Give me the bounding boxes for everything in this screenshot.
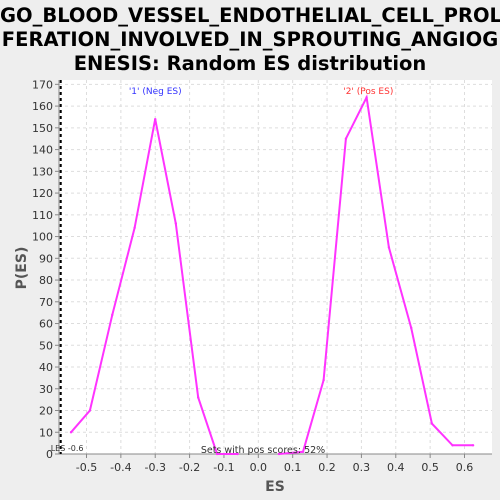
grid — [59, 80, 492, 455]
y-tick-label: 80 — [39, 274, 53, 287]
y-tick-label: 10 — [39, 426, 53, 439]
y-tick-label: 60 — [39, 318, 53, 331]
x-tick-label: 0.5 — [421, 461, 439, 474]
data-point — [344, 137, 348, 140]
data-point — [322, 378, 325, 382]
les-marker-label: LES -0.6 — [51, 444, 84, 453]
data-point — [196, 396, 200, 399]
title-line-2: FERATION_INVOLVED_IN_SPROUTING_ANGIOG — [1, 28, 499, 51]
data-point — [365, 96, 368, 99]
x-tick-label: 0.3 — [353, 461, 371, 474]
data-point — [69, 431, 73, 434]
y-tick-label: 50 — [39, 339, 53, 352]
chart-title: GO_BLOOD_VESSEL_ENDOTHELIAL_CELL_PROLI F… — [0, 4, 500, 76]
y-tick-label: 150 — [32, 122, 53, 135]
labels-layer: LES -0.6 '1' (Neg ES) '2' (Pos ES) Sets wit… — [51, 87, 394, 456]
data-point — [215, 452, 219, 456]
y-tick-label: 20 — [39, 405, 53, 418]
x-tick-label: -0.4 — [110, 461, 131, 474]
y-tick-label: 0 — [46, 448, 53, 461]
y-tick-label: 110 — [32, 209, 53, 222]
y-tick-label: 70 — [39, 296, 53, 309]
data-point — [387, 246, 391, 249]
y-tick-label: 160 — [32, 100, 53, 113]
data-point — [277, 452, 281, 456]
data-point — [111, 313, 114, 317]
x-tick-label: 0.6 — [456, 461, 474, 474]
y-tick-label: 170 — [32, 78, 53, 91]
axes: 0 10 20 30 40 50 60 70 80 90 100 110 120 130 140 150 160… — [32, 78, 492, 474]
data-point — [133, 226, 136, 230]
data-point — [410, 326, 413, 330]
y-tick-label: 90 — [39, 252, 53, 265]
y-tick-label: 130 — [32, 165, 53, 178]
data-point — [88, 409, 92, 412]
y-tick-label: 140 — [32, 144, 53, 157]
data-point — [471, 444, 475, 447]
x-tick-label: -0.2 — [179, 461, 200, 474]
data-point — [451, 444, 454, 447]
x-axis-label: ES — [265, 479, 285, 495]
title-line-1: GO_BLOOD_VESSEL_ENDOTHELIAL_CELL_PROLI — [0, 4, 500, 27]
y-axis-label: P(ES) — [14, 247, 30, 290]
data-point — [301, 450, 305, 454]
x-tick-label: -0.5 — [76, 461, 97, 474]
y-tick-label: 120 — [32, 187, 53, 200]
series-label-2: '2' (Pos ES) — [343, 87, 393, 97]
y-tick-label: 30 — [39, 383, 53, 396]
pos-scores-annotation: Sets with pos scores: 52% — [201, 445, 325, 456]
y-tick-label: 100 — [32, 231, 53, 244]
series-layer — [59, 80, 475, 456]
x-tick-label: -0.3 — [144, 461, 165, 474]
series-line-2 — [278, 94, 474, 455]
x-tick-label: 0.4 — [387, 461, 405, 474]
data-point — [154, 117, 157, 121]
series-label-1: '1' (Neg ES) — [129, 87, 182, 97]
x-tick-label: 0.0 — [250, 461, 268, 474]
data-point — [430, 422, 434, 425]
x-tick-label: 0.2 — [318, 461, 336, 474]
plot-area — [59, 80, 492, 454]
data-point — [174, 222, 178, 225]
title-line-3: ENESIS: Random ES distribution — [73, 52, 427, 75]
x-tick-label: 0.1 — [284, 461, 302, 474]
data-point — [236, 452, 239, 456]
x-tick-label: -0.1 — [213, 461, 234, 474]
y-tick-label: 40 — [39, 361, 53, 374]
